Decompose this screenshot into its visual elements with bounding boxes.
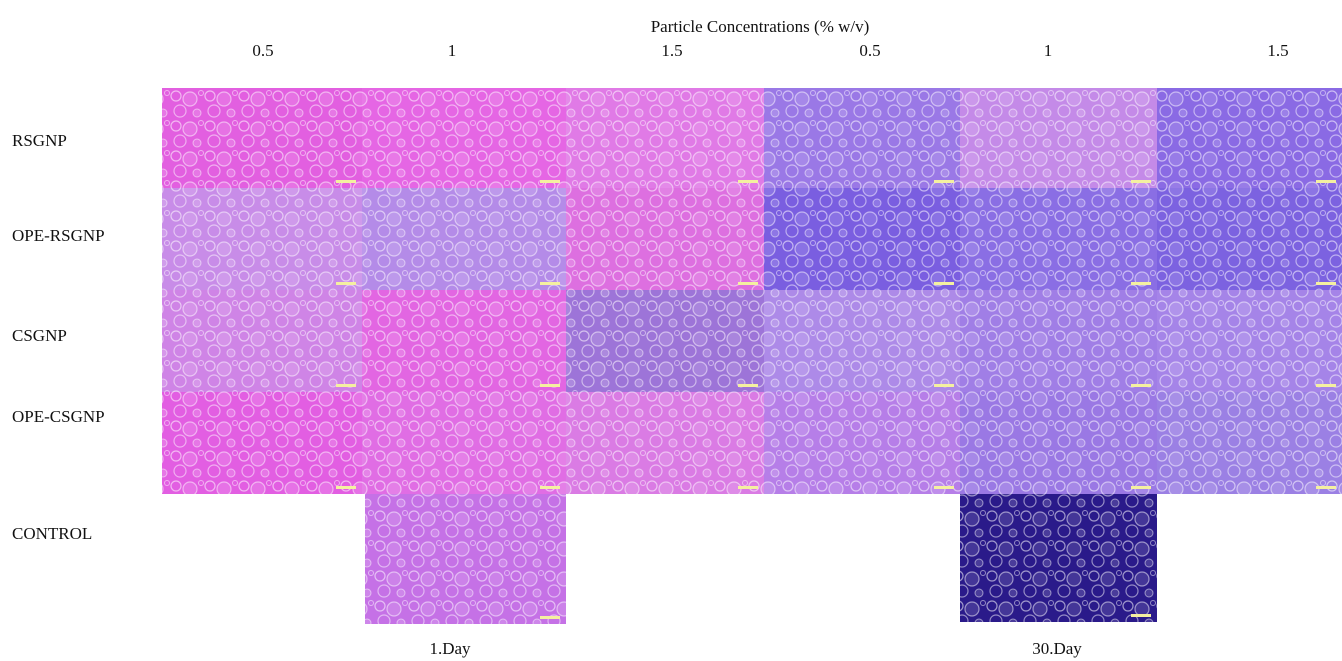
column-label: 1 [1044,41,1053,60]
scale-bar [1316,486,1336,489]
scale-bar [934,282,954,285]
micrograph-grid [162,88,1342,624]
scale-bar [1131,180,1151,183]
scale-bar [934,384,954,387]
micrograph-texture [365,494,566,624]
scale-bar [738,282,758,285]
scale-bar [1131,282,1151,285]
scale-bar [934,486,954,489]
row-label: CONTROL [12,524,92,543]
micrograph-texture [162,188,362,290]
column-label: 1.5 [1267,41,1288,60]
micrograph-texture [764,392,960,494]
micrograph-texture [566,188,764,290]
micrograph-texture [764,88,960,188]
scale-bar [540,616,560,619]
micrograph-texture [362,392,566,494]
column-label: 0.5 [252,41,273,60]
micrograph-texture [162,392,362,494]
figure-title: Particle Concentrations (% w/v) [651,17,870,36]
scale-bar [540,282,560,285]
micrograph-texture [960,392,1157,494]
scale-bar [540,486,560,489]
micrograph-texture [1157,392,1342,494]
row-label: OPE-RSGNP [12,226,105,245]
scale-bar [336,282,356,285]
scale-bar [1131,486,1151,489]
column-label: 1.5 [661,41,682,60]
micrograph-texture [1157,188,1342,290]
scale-bar [738,486,758,489]
scale-bar [738,180,758,183]
micrograph-texture [162,290,362,392]
row-label: CSGNP [12,326,67,345]
day-label: 1.Day [429,639,471,658]
micrograph-texture [1157,88,1342,188]
labels: 0.5 1 1.5 0.5 1 1.5 RSGNP OPE-RSGNP CSGNP OPE-CSG… [12,41,1289,658]
scale-bar [336,180,356,183]
row-label: RSGNP [12,131,67,150]
scale-bar [540,180,560,183]
micrograph-texture [960,88,1157,188]
row-label: OPE-CSGNP [12,407,105,426]
micrograph-texture [1157,290,1342,392]
micrograph-texture [362,290,566,392]
micrograph-texture [764,188,960,290]
micrograph-texture [362,188,566,290]
day-label: 30.Day [1032,639,1082,658]
micrograph-texture [960,290,1157,392]
micrograph-texture [960,188,1157,290]
scale-bar [540,384,560,387]
scale-bar [934,180,954,183]
scale-bar [336,486,356,489]
micrograph-texture [566,88,764,188]
scale-bar [1316,180,1336,183]
micrograph-texture [566,290,764,392]
column-label: 0.5 [859,41,880,60]
micrograph-texture [566,392,764,494]
scale-bar [1316,282,1336,285]
scale-bar [336,384,356,387]
scale-bar [1316,384,1336,387]
micrograph-texture [960,494,1157,622]
column-label: 1 [448,41,457,60]
scale-bar [1131,614,1151,617]
micrograph-texture [764,290,960,392]
micrograph-texture [162,88,362,188]
micrograph-texture [362,88,566,188]
scale-bar [738,384,758,387]
scale-bar [1131,384,1151,387]
